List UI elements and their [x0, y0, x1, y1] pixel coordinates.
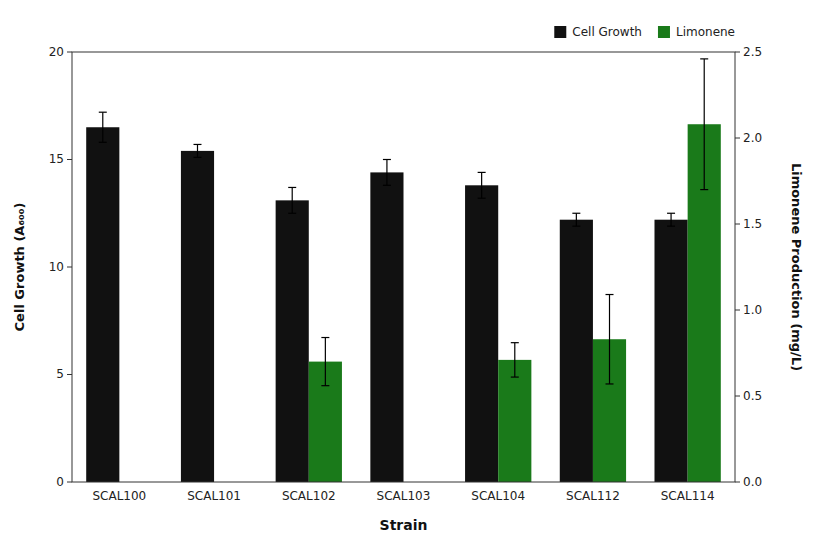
error-cap: [193, 144, 201, 145]
tick: [67, 267, 72, 268]
error-line: [704, 59, 705, 190]
bar: [86, 127, 119, 482]
category-label: SCAL101: [187, 489, 241, 503]
y-axis-title: Cell Growth (A₆₀₀): [12, 203, 27, 332]
error-cap: [572, 226, 580, 227]
error-cap: [478, 198, 486, 199]
error-bar: [383, 160, 391, 186]
category-label: SCAL100: [92, 489, 146, 503]
chart: 0 5 10 15 20 0.0 0.5 1.0 1.5 2.0 2.5 SCAL100 SCAL101…: [0, 0, 813, 544]
background: [0, 0, 813, 544]
error-line: [386, 160, 387, 186]
error-line: [670, 213, 671, 226]
error-cap: [511, 376, 519, 377]
error-cap: [667, 213, 675, 214]
bar: [560, 220, 593, 482]
tick: [735, 52, 740, 53]
bars: [86, 59, 721, 482]
error-cap: [606, 383, 614, 384]
error-cap: [667, 226, 675, 227]
error-cap: [99, 142, 107, 143]
error-cap: [383, 185, 391, 186]
error-bar: [572, 213, 580, 226]
tick: [67, 52, 72, 53]
error-bar: [321, 338, 329, 386]
legend: Cell Growth Limonene: [554, 25, 735, 39]
error-cap: [700, 189, 708, 190]
tick: [67, 159, 72, 160]
error-cap: [193, 157, 201, 158]
tick-label: 0: [56, 475, 64, 489]
tick-label: 20: [49, 45, 64, 59]
error-bar: [193, 144, 201, 157]
error-cap: [321, 337, 329, 338]
bar: [276, 200, 309, 482]
error-line: [102, 112, 103, 142]
tick-label: 0.5: [743, 389, 762, 403]
legend-label: Cell Growth: [572, 25, 642, 39]
error-cap: [321, 385, 329, 386]
error-bar: [478, 172, 486, 198]
tick: [735, 224, 740, 225]
tick-label: 5: [56, 367, 64, 381]
bar: [465, 185, 498, 482]
tick-label: 2.5: [743, 45, 762, 59]
category-label: SCAL102: [282, 489, 336, 503]
error-bar: [700, 59, 708, 190]
error-bar: [511, 343, 519, 377]
y2-axis-title: Limonene Production (mg/L): [789, 163, 804, 371]
category-label: SCAL112: [566, 489, 620, 503]
error-bar: [288, 187, 296, 213]
tick: [67, 482, 72, 483]
category-label: SCAL103: [377, 489, 431, 503]
category-label: SCAL104: [471, 489, 525, 503]
tick: [67, 374, 72, 375]
tick: [735, 138, 740, 139]
tick-label: 0.0: [743, 475, 762, 489]
error-cap: [700, 58, 708, 59]
error-cap: [288, 187, 296, 188]
x-axis-title: Strain: [380, 517, 428, 533]
legend-swatch: [554, 26, 566, 38]
error-cap: [288, 213, 296, 214]
bar: [498, 360, 531, 482]
tick-label: 15: [49, 152, 64, 166]
error-bar: [99, 112, 107, 142]
bar: [181, 151, 214, 482]
error-bar: [606, 295, 614, 384]
error-line: [292, 187, 293, 213]
tick-label: 1.0: [743, 303, 762, 317]
error-line: [325, 338, 326, 386]
category-label: SCAL114: [661, 489, 715, 503]
error-cap: [606, 294, 614, 295]
tick-label: 10: [49, 260, 64, 274]
error-cap: [572, 213, 580, 214]
tick-label: 2.0: [743, 131, 762, 145]
legend-swatch: [658, 26, 670, 38]
error-line: [481, 172, 482, 198]
error-cap: [99, 112, 107, 113]
bar: [370, 172, 403, 482]
tick: [735, 396, 740, 397]
error-line: [576, 213, 577, 226]
error-line: [609, 295, 610, 384]
error-bar: [667, 213, 675, 226]
error-cap: [383, 159, 391, 160]
tick: [735, 310, 740, 311]
error-line: [197, 144, 198, 157]
error-line: [514, 343, 515, 377]
error-cap: [478, 172, 486, 173]
plot-frame: [72, 52, 735, 482]
tick-label: 1.5: [743, 217, 762, 231]
legend-label: Limonene: [676, 25, 735, 39]
bar: [654, 220, 687, 482]
error-cap: [511, 342, 519, 343]
tick: [735, 482, 740, 483]
